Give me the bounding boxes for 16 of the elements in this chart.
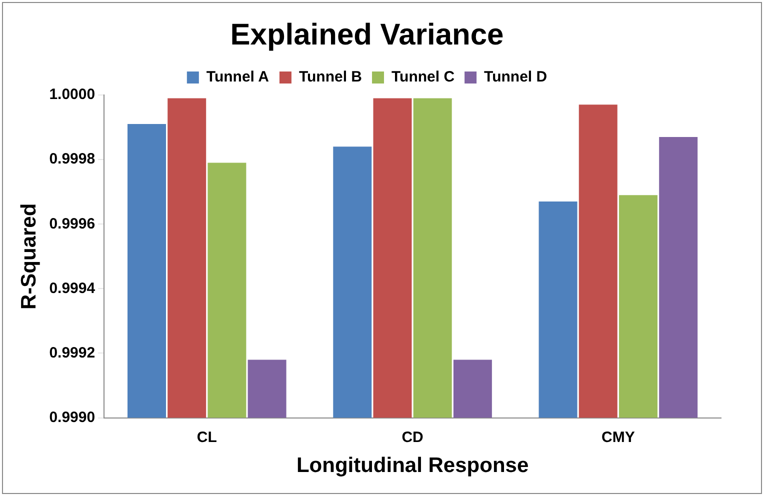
chart-title: Explained Variance [230, 18, 504, 52]
x-tick-label: CD [402, 428, 424, 446]
y-axis-title: R-Squared [17, 203, 40, 310]
y-tick-label: 0.9990 [49, 408, 96, 426]
x-tick-label: CMY [602, 428, 635, 446]
legend-label: Tunnel A [206, 68, 270, 86]
y-tick-label: 0.9994 [49, 280, 96, 297]
x-tick-label: CL [196, 428, 217, 446]
x-axis-title: Longitudinal Response [296, 454, 529, 478]
y-tick-label: 0.9998 [49, 150, 96, 168]
y-tick-label: 0.9996 [49, 215, 96, 232]
legend-label: Tunnel D [484, 68, 548, 86]
y-tick-label: 1.0000 [49, 86, 96, 104]
legend-label: Tunnel C [392, 68, 455, 86]
y-tick-label: 0.9992 [49, 344, 96, 362]
legend-label: Tunnel B [298, 68, 362, 86]
